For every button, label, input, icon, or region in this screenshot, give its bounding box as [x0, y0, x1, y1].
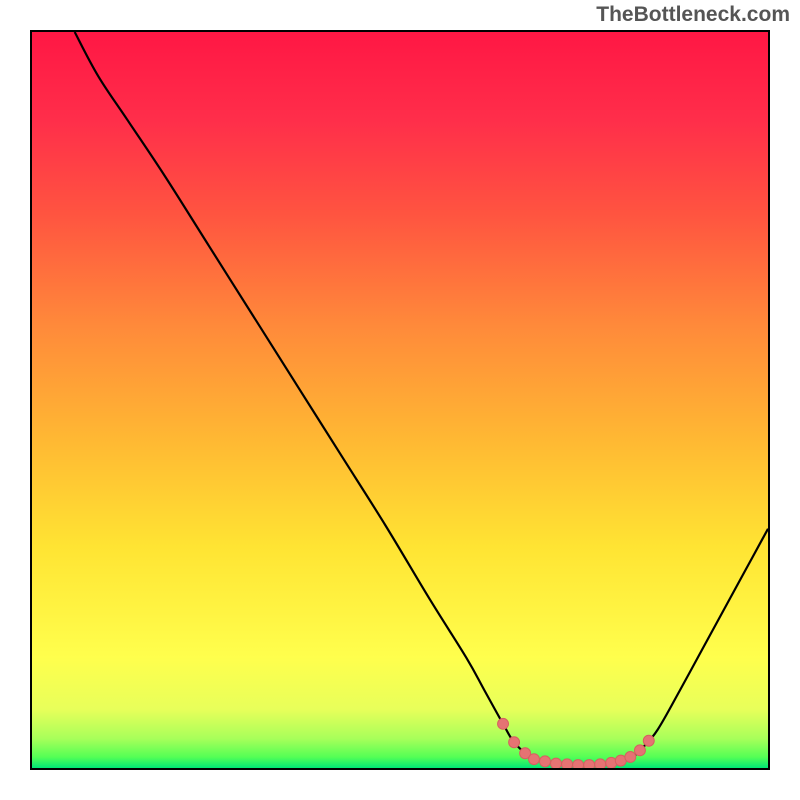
valley-marker — [551, 758, 562, 768]
valley-marker — [643, 735, 654, 746]
watermark-text: TheBottleneck.com — [596, 3, 790, 27]
valley-marker — [540, 756, 551, 767]
chart-area — [30, 30, 770, 770]
chart-svg — [32, 32, 768, 768]
valley-marker — [562, 759, 573, 768]
valley-marker — [606, 757, 617, 768]
valley-marker — [595, 759, 606, 768]
valley-marker — [573, 760, 584, 768]
valley-marker — [584, 760, 595, 768]
valley-marker — [634, 745, 645, 756]
valley-marker — [528, 754, 539, 765]
valley-marker — [509, 737, 520, 748]
valley-marker — [625, 751, 636, 762]
valley-marker — [498, 718, 509, 729]
